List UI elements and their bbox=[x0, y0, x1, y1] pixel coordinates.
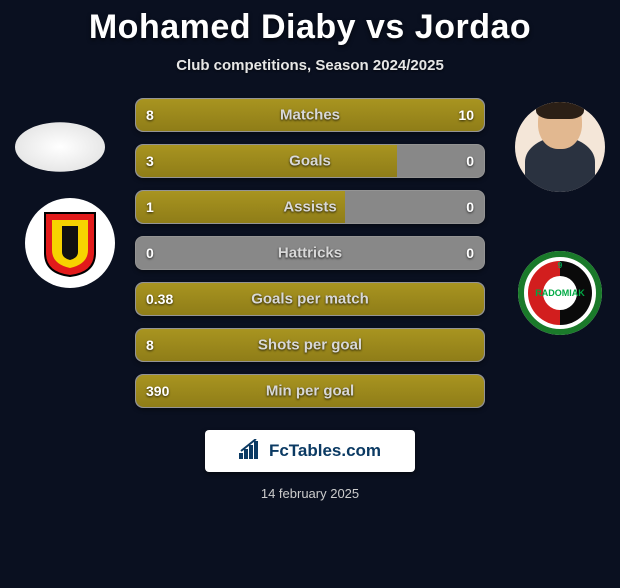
value-right: 0 bbox=[466, 153, 474, 169]
value-left: 390 bbox=[146, 383, 169, 399]
value-right: 10 bbox=[458, 107, 474, 123]
value-right: 0 bbox=[466, 199, 474, 215]
value-left: 8 bbox=[146, 107, 154, 123]
club-right-top-text: 9 bbox=[558, 261, 562, 270]
value-left: 1 bbox=[146, 199, 154, 215]
club-left-badge bbox=[25, 198, 115, 288]
date-label: 14 february 2025 bbox=[0, 486, 620, 501]
stat-row: 0.38 Goals per match bbox=[135, 282, 485, 316]
player-right-avatar bbox=[515, 102, 605, 192]
stat-label: Goals per match bbox=[251, 291, 369, 308]
page-title: Mohamed Diaby vs Jordao bbox=[0, 8, 620, 47]
stat-row: 3 0 Goals bbox=[135, 144, 485, 178]
value-left: 0 bbox=[146, 245, 154, 261]
brand-badge: FcTables.com bbox=[205, 430, 415, 472]
value-left: 8 bbox=[146, 337, 154, 353]
stat-label: Matches bbox=[280, 107, 340, 124]
club-right-mid-text: RADOMIAK bbox=[535, 288, 585, 298]
stat-row: 8 10 Matches bbox=[135, 98, 485, 132]
player-left-avatar bbox=[15, 122, 105, 172]
brand-text: FcTables.com bbox=[269, 441, 381, 461]
stat-row: 390 Min per goal bbox=[135, 374, 485, 408]
stat-label: Hattricks bbox=[278, 245, 342, 262]
club-right-badge: RADOMIAK 9 bbox=[515, 248, 605, 338]
brand-icon bbox=[239, 439, 263, 464]
value-left: 3 bbox=[146, 153, 154, 169]
stat-rows: 810Matches30Goals10Assists00Hattricks0.3… bbox=[135, 98, 485, 408]
value-right: 0 bbox=[466, 245, 474, 261]
stat-row: 1 0 Assists bbox=[135, 190, 485, 224]
subtitle: Club competitions, Season 2024/2025 bbox=[0, 57, 620, 74]
stat-label: Min per goal bbox=[266, 383, 354, 400]
stats-area: RADOMIAK 9 810Matches30Goals10Assists00H… bbox=[0, 98, 620, 408]
stat-label: Goals bbox=[289, 153, 331, 170]
stat-row: 8 Shots per goal bbox=[135, 328, 485, 362]
fill-left bbox=[136, 145, 397, 177]
value-left: 0.38 bbox=[146, 291, 173, 307]
stat-label: Shots per goal bbox=[258, 337, 362, 354]
stat-row: 0 0 Hattricks bbox=[135, 236, 485, 270]
stat-label: Assists bbox=[283, 199, 336, 216]
fill-left bbox=[136, 99, 289, 131]
